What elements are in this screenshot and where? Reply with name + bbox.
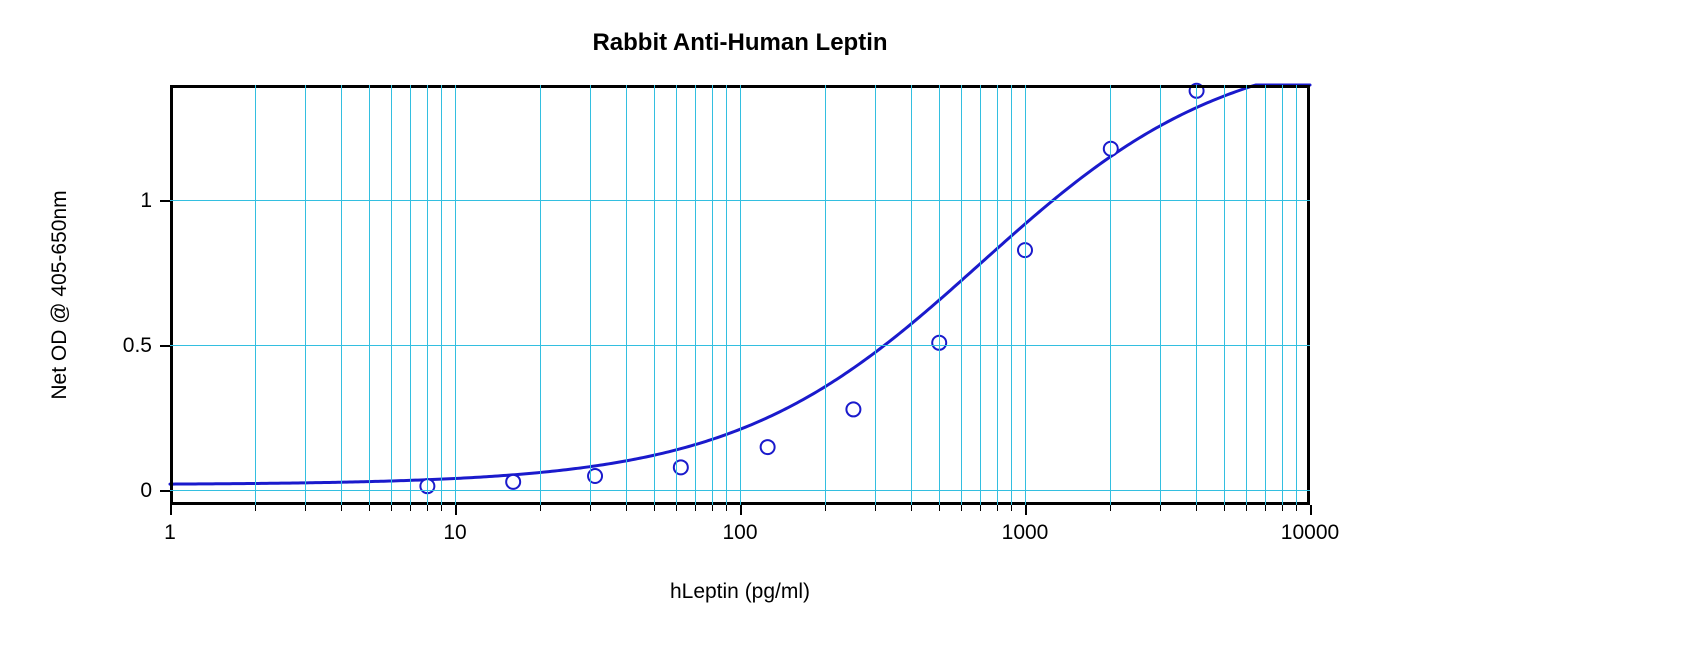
grid-line-vertical <box>695 85 696 505</box>
grid-line-vertical <box>997 85 998 505</box>
x-tick-minor <box>911 505 912 511</box>
grid-line-vertical <box>939 85 940 505</box>
grid-line-vertical <box>255 85 256 505</box>
plot-area <box>170 85 1310 505</box>
grid-line-vertical <box>540 85 541 505</box>
x-tick-minor <box>427 505 428 511</box>
chart-title: Rabbit Anti-Human Leptin <box>592 29 887 57</box>
grid-line-vertical <box>341 85 342 505</box>
grid-line-vertical <box>427 85 428 505</box>
x-tick-label: 10 <box>443 521 466 545</box>
grid-line-vertical <box>441 85 442 505</box>
x-tick-minor <box>305 505 306 511</box>
grid-line-horizontal <box>170 345 1310 346</box>
x-tick-minor <box>626 505 627 511</box>
x-tick-minor <box>1224 505 1225 511</box>
grid-line-vertical <box>1196 85 1197 505</box>
x-tick <box>455 505 457 515</box>
data-point-marker <box>846 402 860 416</box>
x-tick-minor <box>341 505 342 511</box>
x-tick-minor <box>1296 505 1297 511</box>
grid-line-vertical <box>726 85 727 505</box>
x-tick-minor <box>695 505 696 511</box>
grid-line-horizontal <box>170 200 1310 201</box>
data-point-marker <box>506 475 520 489</box>
y-tick-label: 0 <box>112 479 152 503</box>
x-tick-minor <box>1160 505 1161 511</box>
x-tick-minor <box>1265 505 1266 511</box>
x-tick-minor <box>875 505 876 511</box>
x-tick-minor <box>961 505 962 511</box>
x-axis-label: hLeptin (pg/ml) <box>670 580 810 604</box>
x-tick-minor <box>590 505 591 511</box>
x-tick-label: 1 <box>164 521 176 545</box>
y-tick <box>160 200 170 202</box>
x-tick-minor <box>255 505 256 511</box>
x-tick-minor <box>1110 505 1111 511</box>
y-axis-label: Net OD @ 405-650nm <box>48 190 72 399</box>
grid-line-vertical <box>590 85 591 505</box>
x-tick-minor <box>654 505 655 511</box>
grid-line-vertical <box>1025 85 1026 505</box>
x-tick-minor <box>1011 505 1012 511</box>
grid-line-vertical <box>825 85 826 505</box>
y-tick <box>160 345 170 347</box>
x-tick-label: 100 <box>722 521 757 545</box>
x-tick <box>740 505 742 515</box>
x-tick-minor <box>825 505 826 511</box>
grid-line-vertical <box>676 85 677 505</box>
x-tick-minor <box>997 505 998 511</box>
x-tick-minor <box>980 505 981 511</box>
grid-line-vertical <box>1265 85 1266 505</box>
grid-line-vertical <box>1011 85 1012 505</box>
x-tick-minor <box>369 505 370 511</box>
grid-line-vertical <box>961 85 962 505</box>
y-tick-label: 1 <box>112 189 152 213</box>
grid-line-vertical <box>626 85 627 505</box>
data-point-marker <box>761 440 775 454</box>
x-tick <box>1310 505 1312 515</box>
x-tick-label: 1000 <box>1002 521 1049 545</box>
grid-line-vertical <box>305 85 306 505</box>
grid-line-vertical <box>410 85 411 505</box>
x-tick-minor <box>1282 505 1283 511</box>
grid-line-vertical <box>712 85 713 505</box>
x-tick <box>1025 505 1027 515</box>
grid-line-vertical <box>1160 85 1161 505</box>
grid-line-vertical <box>1110 85 1111 505</box>
grid-line-vertical <box>1296 85 1297 505</box>
x-tick-minor <box>540 505 541 511</box>
grid-line-vertical <box>455 85 456 505</box>
grid-line-vertical <box>875 85 876 505</box>
x-tick-minor <box>1246 505 1247 511</box>
x-tick <box>170 505 172 515</box>
x-tick-minor <box>939 505 940 511</box>
grid-line-vertical <box>654 85 655 505</box>
x-tick-minor <box>726 505 727 511</box>
x-tick-label: 10000 <box>1281 521 1339 545</box>
x-tick-minor <box>441 505 442 511</box>
grid-line-vertical <box>1282 85 1283 505</box>
x-tick-minor <box>676 505 677 511</box>
grid-line-vertical <box>1246 85 1247 505</box>
x-tick-minor <box>410 505 411 511</box>
grid-line-vertical <box>740 85 741 505</box>
grid-line-vertical <box>369 85 370 505</box>
grid-line-vertical <box>980 85 981 505</box>
grid-line-vertical <box>1224 85 1225 505</box>
grid-line-vertical <box>391 85 392 505</box>
grid-line-vertical <box>911 85 912 505</box>
grid-line-horizontal <box>170 490 1310 491</box>
y-tick-label: 0.5 <box>112 334 152 358</box>
x-tick-minor <box>391 505 392 511</box>
x-tick-minor <box>712 505 713 511</box>
elisa-standard-curve-chart: Rabbit Anti-Human Leptin hLeptin (pg/ml)… <box>0 0 1700 666</box>
x-tick-minor <box>1196 505 1197 511</box>
y-tick <box>160 490 170 492</box>
